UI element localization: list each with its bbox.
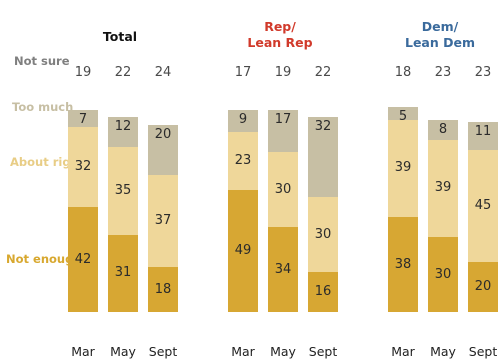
bar-segment-not-enough bbox=[428, 237, 458, 312]
data-label: 8 bbox=[438, 121, 448, 137]
x-tick-label: May bbox=[270, 344, 296, 359]
bar-segment-not-enough bbox=[68, 207, 98, 312]
data-label: 11 bbox=[474, 124, 492, 139]
label-not-sure: Not sure bbox=[14, 54, 70, 68]
bar-segment-not-enough bbox=[388, 217, 418, 312]
bar-segment-about-right bbox=[108, 147, 138, 235]
not-sure-value: 17 bbox=[234, 65, 252, 80]
bar-segment-about-right bbox=[468, 149, 498, 262]
bar-segment-about-right bbox=[268, 152, 298, 227]
not-sure-value: 18 bbox=[394, 65, 412, 80]
bar-segment-too-much bbox=[268, 109, 298, 152]
group-title: Dem/Lean Dem bbox=[404, 19, 475, 50]
data-label: 18 bbox=[154, 281, 172, 297]
data-label: 32 bbox=[314, 119, 332, 134]
not-sure-value: 23 bbox=[474, 65, 492, 80]
data-label: 45 bbox=[474, 197, 492, 213]
bar-segment-about-right bbox=[68, 127, 98, 207]
x-tick-label: May bbox=[430, 344, 456, 359]
bar-segment-too-much bbox=[68, 109, 98, 127]
data-label: 30 bbox=[274, 181, 292, 197]
not-sure-value: 23 bbox=[434, 65, 452, 80]
bar-segment-about-right bbox=[428, 139, 458, 237]
bar-segment-about-right bbox=[228, 132, 258, 190]
x-tick-label: Mar bbox=[231, 344, 255, 359]
bar-segment-too-much bbox=[148, 124, 178, 175]
bar-segment-not-enough bbox=[308, 272, 338, 312]
x-tick-label: Sept bbox=[308, 344, 338, 359]
bar-segment-about-right bbox=[148, 174, 178, 267]
bar-segment-not-enough bbox=[228, 189, 258, 312]
label-about-right: About right bbox=[10, 155, 85, 169]
bar-segment-too-much bbox=[428, 119, 458, 140]
bar-segment-not-enough bbox=[268, 227, 298, 312]
data-label: 38 bbox=[394, 256, 412, 272]
data-label: 16 bbox=[314, 284, 332, 299]
not-sure-value: 19 bbox=[274, 65, 292, 80]
bar-segment-not-enough bbox=[468, 262, 498, 312]
data-label: 34 bbox=[274, 261, 292, 277]
data-label: 20 bbox=[154, 126, 172, 142]
data-label: 12 bbox=[114, 119, 132, 134]
not-sure-value: 22 bbox=[314, 65, 332, 80]
not-sure-value: 22 bbox=[114, 65, 132, 80]
bar-segment-not-enough bbox=[108, 234, 138, 312]
bar-segment-not-enough bbox=[148, 267, 178, 312]
data-label: 42 bbox=[74, 251, 92, 267]
data-label: 49 bbox=[234, 242, 252, 258]
label-too-much: Too much bbox=[12, 100, 74, 114]
data-label: 37 bbox=[154, 212, 172, 228]
data-label: 20 bbox=[474, 279, 492, 294]
x-tick-label: Mar bbox=[391, 344, 415, 359]
data-label: 35 bbox=[114, 182, 132, 198]
group-title: Rep/Lean Rep bbox=[247, 19, 313, 50]
bar-segment-too-much bbox=[388, 107, 418, 120]
bar-segment-about-right bbox=[308, 197, 338, 272]
data-label: 17 bbox=[274, 111, 292, 127]
x-tick-label: Sept bbox=[148, 344, 178, 359]
data-label: 30 bbox=[314, 226, 332, 242]
label-not-enough: Not enough bbox=[6, 252, 82, 266]
data-label: 7 bbox=[78, 111, 88, 127]
group-title: Total bbox=[102, 29, 138, 44]
data-label: 31 bbox=[114, 265, 132, 281]
x-tick-label: Sept bbox=[468, 344, 498, 359]
data-label: 39 bbox=[394, 160, 412, 176]
not-sure-value: 19 bbox=[74, 65, 92, 80]
bar-segment-too-much bbox=[108, 117, 138, 147]
data-label: 5 bbox=[398, 109, 408, 124]
data-label: 9 bbox=[238, 111, 248, 127]
not-sure-value: 24 bbox=[154, 65, 172, 80]
bar-segment-too-much bbox=[468, 122, 498, 150]
x-tick-label: Mar bbox=[71, 344, 95, 359]
data-label: 30 bbox=[434, 266, 452, 282]
x-tick-label: May bbox=[110, 344, 136, 359]
data-label: 39 bbox=[434, 180, 452, 196]
data-label: 23 bbox=[234, 152, 252, 168]
bar-segment-about-right bbox=[388, 119, 418, 217]
bar-segment-too-much bbox=[228, 109, 258, 132]
data-label: 32 bbox=[74, 159, 92, 174]
bar-segment-too-much bbox=[308, 117, 338, 197]
